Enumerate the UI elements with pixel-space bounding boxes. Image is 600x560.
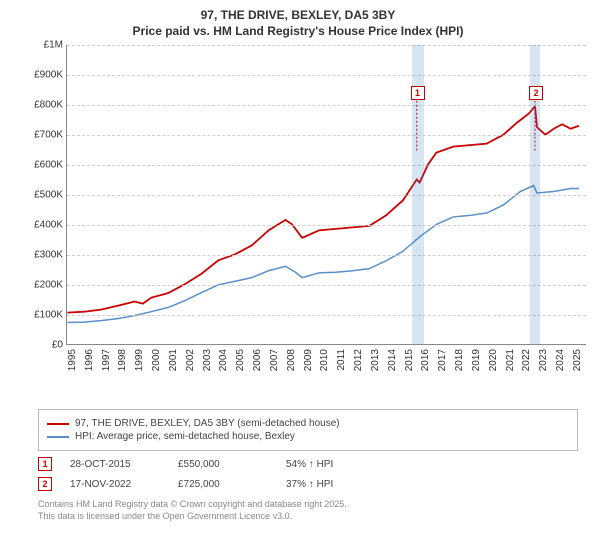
y-tick-label: £100K bbox=[29, 310, 63, 321]
footnote-line2: This data is licensed under the Open Gov… bbox=[38, 511, 588, 523]
legend-row: 97, THE DRIVE, BEXLEY, DA5 3BY (semi-det… bbox=[47, 418, 569, 429]
y-tick-label: £800K bbox=[29, 100, 63, 111]
chart-title-line2: Price paid vs. HM Land Registry's House … bbox=[8, 24, 588, 40]
y-tick-label: £200K bbox=[29, 280, 63, 291]
event-date: 17-NOV-2022 bbox=[70, 479, 160, 490]
chart-title-line1: 97, THE DRIVE, BEXLEY, DA5 3BY bbox=[8, 8, 588, 24]
gridline bbox=[67, 105, 586, 106]
y-tick-label: £1M bbox=[29, 40, 63, 51]
legend-swatch bbox=[47, 423, 69, 425]
series-price_paid bbox=[67, 106, 579, 312]
event-price: £550,000 bbox=[178, 459, 268, 470]
gridline bbox=[67, 195, 586, 196]
y-tick-label: £600K bbox=[29, 160, 63, 171]
gridline bbox=[67, 255, 586, 256]
event-marker: 2 bbox=[529, 86, 543, 100]
y-tick-label: £400K bbox=[29, 220, 63, 231]
footnote-line1: Contains HM Land Registry data © Crown c… bbox=[38, 499, 588, 511]
plot-region: £0£100K£200K£300K£400K£500K£600K£700K£80… bbox=[66, 45, 586, 345]
y-tick-label: £500K bbox=[29, 190, 63, 201]
y-tick-label: £300K bbox=[29, 250, 63, 261]
y-tick-label: £700K bbox=[29, 130, 63, 141]
gridline bbox=[67, 165, 586, 166]
legend-box: 97, THE DRIVE, BEXLEY, DA5 3BY (semi-det… bbox=[38, 409, 578, 451]
gridline bbox=[67, 315, 586, 316]
gridline bbox=[67, 75, 586, 76]
chart-area: £0 £100K £200K £300K £400K £500K £600K £700K £80… bbox=[28, 45, 588, 375]
event-price: £725,000 bbox=[178, 479, 268, 490]
event-marker-small: 2 bbox=[38, 477, 52, 491]
legend-label: 97, THE DRIVE, BEXLEY, DA5 3BY (semi-det… bbox=[75, 418, 340, 429]
gridline bbox=[67, 135, 586, 136]
event-marker-small: 1 bbox=[38, 457, 52, 471]
y-tick-label: £900K bbox=[29, 70, 63, 81]
event-delta: 37% ↑ HPI bbox=[286, 479, 376, 490]
gridline bbox=[67, 45, 586, 46]
event-row: 2 17-NOV-2022 £725,000 37% ↑ HPI bbox=[38, 477, 588, 491]
event-date: 28-OCT-2015 bbox=[70, 459, 160, 470]
legend-row: HPI: Average price, semi-detached house,… bbox=[47, 431, 569, 442]
gridline bbox=[67, 285, 586, 286]
gridline bbox=[67, 225, 586, 226]
y-tick-label: £0 bbox=[29, 340, 63, 351]
footnote: Contains HM Land Registry data © Crown c… bbox=[38, 499, 588, 522]
event-delta: 54% ↑ HPI bbox=[286, 459, 376, 470]
legend-label: HPI: Average price, semi-detached house,… bbox=[75, 431, 295, 442]
event-marker: 1 bbox=[411, 86, 425, 100]
legend-swatch bbox=[47, 436, 69, 438]
event-row: 1 28-OCT-2015 £550,000 54% ↑ HPI bbox=[38, 457, 588, 471]
